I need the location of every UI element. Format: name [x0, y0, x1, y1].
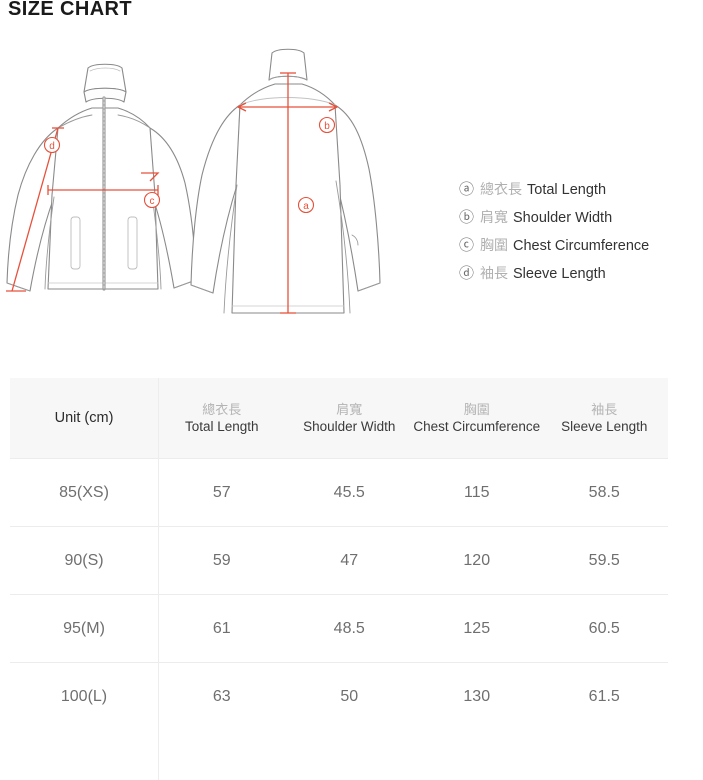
- svg-text:c: c: [150, 196, 155, 207]
- svg-text:d: d: [49, 141, 55, 152]
- table-row: 95(M) 61 48.5 125 60.5: [10, 594, 668, 662]
- cell-sleeve-length: 58.5: [588, 483, 620, 501]
- legend-item-total-length: ⓐ 總衣長 Total Length: [459, 180, 699, 199]
- page-title: SIZE CHART: [8, 0, 132, 20]
- cell-chest: 130: [463, 687, 491, 705]
- back-shoulder-label: b: [318, 116, 336, 134]
- cell-size: 85(XS): [59, 483, 109, 501]
- legend-en-chest-circumference: Chest Circumference: [513, 238, 650, 254]
- legend-en-sleeve-length: Sleeve Length: [513, 266, 606, 282]
- header-cn-shoulder-width: 肩寬: [336, 401, 363, 417]
- front-sleeve-label: d: [43, 136, 61, 154]
- table-header-row: Unit (cm) 總衣長 Total Length 肩寬 Shoulder W…: [10, 378, 668, 458]
- header-en-chest-circumference: Chest Circumference: [413, 418, 541, 434]
- table-body: 85(XS) 57 45.5 115 58.5 90(S) 59 47 120 …: [10, 458, 668, 730]
- legend-en-total-length: Total Length: [527, 182, 607, 198]
- cell-sleeve-length: 59.5: [588, 551, 620, 569]
- cell-sleeve-length: 61.5: [588, 687, 620, 705]
- svg-text:b: b: [324, 121, 330, 132]
- table-row: 85(XS) 57 45.5 115 58.5: [10, 458, 668, 526]
- cell-shoulder-width: 45.5: [333, 483, 365, 501]
- cell-shoulder-width: 50: [340, 687, 359, 705]
- table-column-divider: [158, 378, 159, 780]
- cell-size: 100(L): [60, 687, 108, 705]
- header-cn-sleeve-length: 袖長: [591, 401, 618, 417]
- legend-en-shoulder-width: Shoulder Width: [513, 210, 613, 226]
- legend-item-sleeve-length: ⓓ 袖長 Sleeve Length: [459, 264, 699, 283]
- cell-chest: 125: [463, 619, 491, 637]
- legend-cn-shoulder-width: 肩寬: [480, 209, 509, 225]
- table-row: 100(L) 63 50 130 61.5: [10, 662, 668, 730]
- header-cn-chest-circumference: 胸圍: [463, 401, 490, 417]
- measurement-legend: ⓐ 總衣長 Total Length ⓑ 肩寬 Shoulder Width ⓒ…: [459, 180, 699, 292]
- legend-mark-b: ⓑ: [459, 208, 475, 226]
- cell-shoulder-width: 47: [340, 551, 359, 569]
- header-total-length: 總衣長 Total Length: [158, 378, 286, 458]
- cell-size: 90(S): [64, 551, 104, 569]
- jacket-illustration: d c: [0, 45, 445, 335]
- legend-mark-c: ⓒ: [459, 236, 475, 254]
- cell-total-length: 57: [212, 483, 231, 501]
- cell-total-length: 59: [212, 551, 231, 569]
- header-en-sleeve-length: Sleeve Length: [561, 418, 648, 434]
- size-table: Unit (cm) 總衣長 Total Length 肩寬 Shoulder W…: [10, 378, 668, 780]
- cell-sleeve-length: 60.5: [588, 619, 620, 637]
- back-length-label: a: [297, 196, 315, 214]
- header-chest-circumference: 胸圍 Chest Circumference: [413, 378, 541, 458]
- legend-item-chest-circumference: ⓒ 胸圍 Chest Circumference: [459, 236, 699, 255]
- header-en-shoulder-width: Shoulder Width: [303, 418, 396, 434]
- front-chest-label: c: [143, 191, 161, 209]
- cell-total-length: 63: [212, 687, 231, 705]
- legend-cn-chest-circumference: 胸圍: [480, 237, 509, 253]
- header-sleeve-length: 袖長 Sleeve Length: [541, 378, 669, 458]
- cell-chest: 115: [463, 483, 490, 501]
- header-en-total-length: Total Length: [184, 418, 259, 434]
- table-row: 90(S) 59 47 120 59.5: [10, 526, 668, 594]
- legend-cn-sleeve-length: 袖長: [480, 265, 509, 281]
- header-unit: Unit (cm): [54, 410, 114, 426]
- legend-item-shoulder-width: ⓑ 肩寬 Shoulder Width: [459, 208, 699, 227]
- cell-shoulder-width: 48.5: [333, 619, 365, 637]
- cell-chest: 120: [463, 551, 491, 569]
- legend-mark-d: ⓓ: [459, 264, 475, 282]
- cell-size: 95(M): [63, 619, 105, 637]
- header-cn-total-length: 總衣長: [202, 401, 242, 417]
- header-shoulder-width: 肩寬 Shoulder Width: [286, 378, 414, 458]
- legend-mark-a: ⓐ: [459, 180, 475, 198]
- cell-total-length: 61: [212, 619, 231, 637]
- svg-text:a: a: [303, 201, 309, 212]
- legend-cn-total-length: 總衣長: [480, 181, 523, 197]
